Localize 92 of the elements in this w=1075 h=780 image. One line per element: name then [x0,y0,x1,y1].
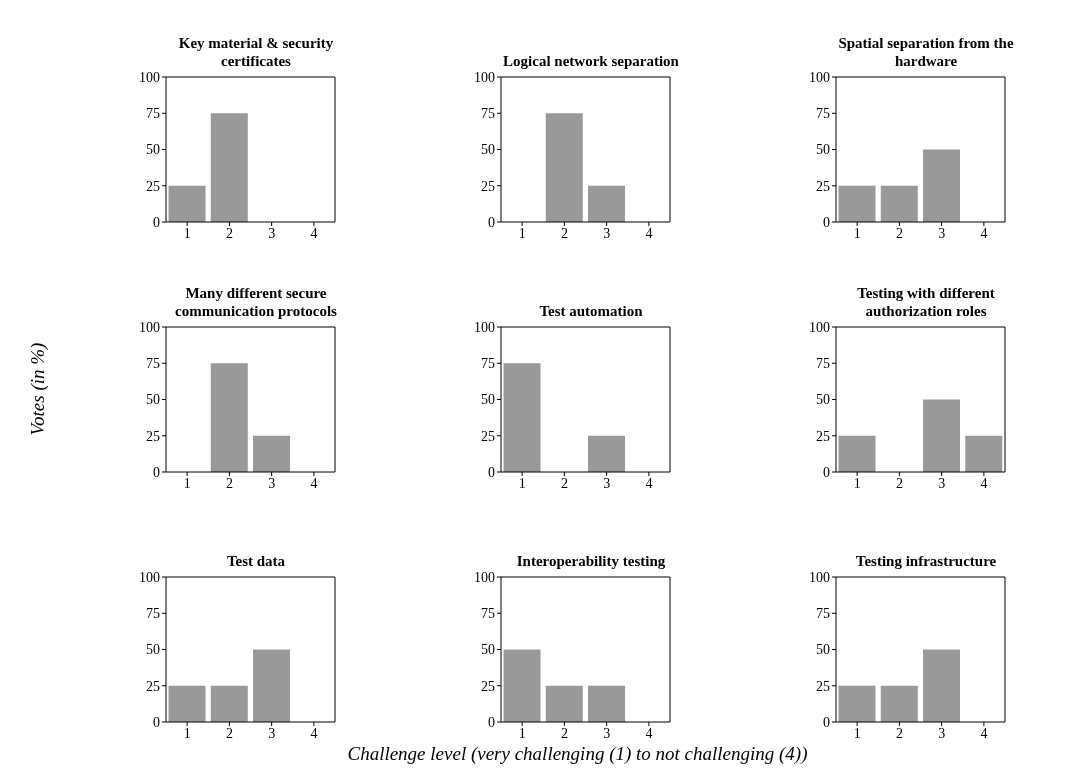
x-tick-label: 3 [938,225,946,241]
y-tick-label: 100 [809,569,830,585]
x-tick-label: 3 [938,475,946,491]
y-tick-label: 75 [816,356,830,372]
y-tick-label: 25 [481,178,495,194]
x-tick-label: 1 [853,475,861,491]
chart-title: Testing infrastructure [855,552,997,570]
y-tick-label: 25 [481,428,495,444]
x-tick-label: 2 [895,475,903,491]
y-tick-label: 0 [823,714,830,730]
x-tick-label: 4 [310,725,318,741]
y-tick-label: 75 [481,356,495,372]
x-tick-label: 3 [603,225,611,241]
y-tick-label: 25 [146,178,160,194]
y-tick-label: 100 [474,319,495,335]
y-tick-label: 0 [153,714,160,730]
y-tick-label: 25 [481,678,495,694]
x-tick-label: 4 [645,725,653,741]
y-tick-label: 25 [146,678,160,694]
y-tick-label: 50 [816,642,830,658]
chart-title: Test automation [539,302,643,320]
y-tick-label: 50 [816,142,830,158]
y-tick-label: 50 [481,142,495,158]
y-tick-label: 75 [146,356,160,372]
x-tick-label: 4 [980,225,988,241]
y-tick-label: 25 [816,428,830,444]
x-tick-label: 3 [603,725,611,741]
y-tick-label: 25 [146,428,160,444]
x-tick-label: 3 [268,225,276,241]
x-tick-label: 1 [183,225,191,241]
x-tick-label: 2 [225,725,233,741]
x-tick-label: 1 [183,475,191,491]
y-tick-label: 100 [139,569,160,585]
y-tick-label: 50 [146,142,160,158]
x-tick-label: 2 [560,475,568,491]
y-tick-label: 50 [481,642,495,658]
x-tick-label: 2 [225,475,233,491]
y-tick-label: 0 [153,214,160,230]
y-tick-label: 50 [481,392,495,408]
y-tick-label: 100 [809,69,830,85]
chart-title: Test data [226,552,286,570]
x-tick-label: 2 [560,725,568,741]
chart-title: Key material & security certificates [177,34,335,70]
x-tick-label: 2 [895,225,903,241]
x-tick-label: 4 [645,225,653,241]
x-tick-label: 1 [853,225,861,241]
y-tick-label: 25 [816,678,830,694]
y-tick-label: 100 [139,319,160,335]
y-tick-label: 100 [139,69,160,85]
chart-title: Interoperability testing [516,552,666,570]
x-tick-label: 3 [603,475,611,491]
y-tick-label: 75 [146,606,160,622]
x-tick-label: 2 [560,225,568,241]
y-axis-title: Votes (in %) [27,342,49,436]
y-tick-label: 100 [474,69,495,85]
x-tick-label: 1 [183,725,191,741]
y-tick-label: 0 [488,464,495,480]
x-tick-label: 1 [518,225,526,241]
x-tick-label: 3 [268,475,276,491]
y-tick-label: 100 [474,569,495,585]
x-tick-label: 4 [980,725,988,741]
x-tick-label: 4 [980,475,988,491]
y-tick-label: 75 [816,606,830,622]
y-tick-label: 100 [809,319,830,335]
y-tick-label: 0 [488,214,495,230]
x-tick-label: 3 [938,725,946,741]
y-tick-label: 50 [146,642,160,658]
x-tick-label: 2 [895,725,903,741]
chart-title: Many different secure communication protocols [174,284,338,320]
x-axis-title: Challenge level (very challenging (1) to not challenging (4)) [346,743,809,765]
y-tick-label: 0 [488,714,495,730]
y-tick-label: 0 [153,464,160,480]
y-tick-label: 0 [823,214,830,230]
x-tick-label: 4 [310,475,318,491]
x-tick-label: 1 [518,475,526,491]
chart-title: Spatial separation from the hardware [837,34,1015,70]
y-tick-label: 75 [481,106,495,122]
y-tick-label: 75 [816,106,830,122]
chart-title: Logical network separation [503,52,679,70]
y-tick-label: 25 [816,178,830,194]
y-tick-label: 75 [146,106,160,122]
x-tick-label: 2 [225,225,233,241]
x-tick-label: 4 [645,475,653,491]
y-tick-label: 0 [823,464,830,480]
y-tick-label: 75 [481,606,495,622]
y-tick-label: 50 [146,392,160,408]
chart-title: Testing with different authorization roles [856,284,996,320]
x-tick-label: 1 [518,725,526,741]
x-tick-label: 1 [853,725,861,741]
x-tick-label: 4 [310,225,318,241]
y-tick-label: 50 [816,392,830,408]
x-tick-label: 3 [268,725,276,741]
